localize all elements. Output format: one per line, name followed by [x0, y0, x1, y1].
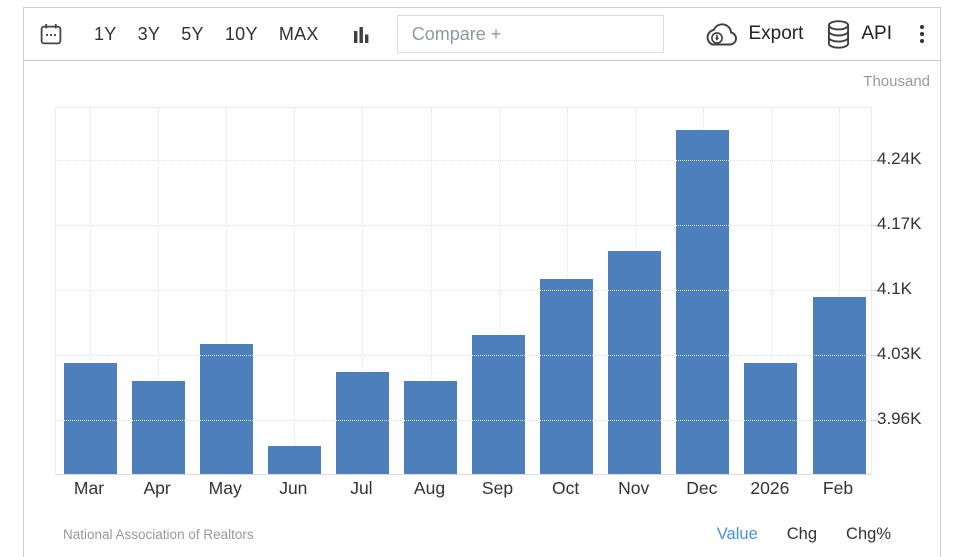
bar-nov[interactable]: [608, 251, 662, 474]
bar-chart-icon: [349, 22, 373, 46]
calendar-icon: [39, 22, 63, 46]
bar-mar[interactable]: [63, 362, 117, 474]
x-axis-label: Dec: [686, 478, 718, 498]
export-label: Export: [748, 23, 804, 44]
x-axis-label: Jun: [279, 478, 308, 498]
x-axis-label: Jul: [350, 478, 373, 498]
y-tick-mark: [871, 355, 878, 357]
x-axis-label: Feb: [822, 478, 854, 498]
x-axis-label: Apr: [143, 478, 171, 498]
x-axis-label: May: [208, 478, 242, 498]
h-gridline: [56, 290, 871, 292]
chart-type-button[interactable]: [349, 22, 373, 46]
bar-2026[interactable]: [744, 362, 798, 474]
x-axis-label: Nov: [618, 478, 650, 498]
api-label: API: [861, 23, 892, 44]
kebab-menu-icon: [920, 25, 924, 43]
range-max[interactable]: MAX: [278, 23, 319, 44]
toolbar: 1Y 3Y 5Y 10Y MAX: [24, 8, 940, 61]
y-axis-label: 4.1K: [877, 279, 912, 299]
chart-region: Thousand Mar Apr May Jun Jul Aug Sep Oct Nov Dec 2…: [24, 61, 940, 557]
h-gridline: [56, 225, 871, 227]
range-5y[interactable]: 5Y: [181, 23, 204, 44]
api-button[interactable]: API: [825, 19, 892, 50]
y-tick-mark: [871, 225, 878, 227]
plot-area: [55, 107, 878, 475]
source-label: National Association of Realtors: [63, 527, 254, 542]
mode-value[interactable]: Value: [716, 525, 758, 543]
y-axis-label: 4.24K: [877, 149, 922, 168]
bar-apr[interactable]: [131, 381, 185, 474]
cloud-download-icon: [703, 21, 739, 48]
bar-oct[interactable]: [540, 278, 594, 474]
bar-jun[interactable]: [267, 446, 321, 474]
x-axis-label: Oct: [551, 478, 580, 498]
h-gridline: [56, 355, 871, 357]
y-axis-label: 4.17K: [877, 214, 922, 234]
bar-feb[interactable]: [812, 297, 866, 474]
bar-dec[interactable]: [676, 130, 730, 474]
h-gridline: [56, 420, 871, 422]
y-tick-mark: [871, 420, 878, 422]
calendar-button[interactable]: [39, 22, 63, 46]
bar-aug[interactable]: [404, 381, 457, 474]
mode-chg[interactable]: Chg: [786, 525, 818, 543]
mode-chgpct[interactable]: Chg%: [846, 525, 891, 543]
compare-input[interactable]: [396, 15, 664, 53]
chart-widget: 1Y 3Y 5Y 10Y MAX: [23, 7, 941, 557]
x-axis-label: Sep: [481, 478, 514, 498]
more-options-button[interactable]: [920, 25, 924, 43]
x-axis-label: Mar: [73, 478, 105, 498]
y-axis-label: 4.03K: [877, 344, 922, 364]
toolbar-right: Export API: [703, 19, 924, 50]
y-axis-label: 3.96K: [877, 409, 922, 429]
export-button[interactable]: Export: [703, 21, 803, 48]
bar-sep[interactable]: [472, 334, 525, 474]
bar-jul[interactable]: [335, 371, 389, 474]
y-tick-mark: [871, 160, 878, 161]
range-buttons: 1Y 3Y 5Y 10Y MAX: [94, 24, 319, 45]
range-10y[interactable]: 10Y: [224, 23, 258, 44]
database-icon: [825, 19, 852, 50]
y-tick-mark: [871, 290, 878, 292]
mode-toggle: Value Chg Chg%: [717, 525, 891, 544]
range-1y[interactable]: 1Y: [94, 23, 117, 44]
bar-may[interactable]: [199, 343, 253, 474]
x-axis-label: Aug: [413, 478, 446, 498]
h-gridline: [56, 160, 871, 161]
unit-label: Thousand: [863, 73, 930, 90]
x-axis-label: 2026: [750, 478, 790, 498]
range-3y[interactable]: 3Y: [137, 23, 161, 44]
